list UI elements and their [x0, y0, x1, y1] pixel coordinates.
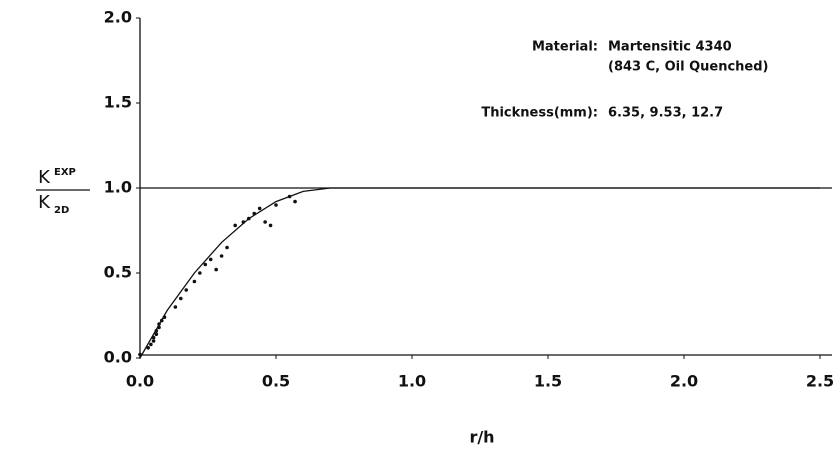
- data-point: [162, 315, 167, 320]
- data-point: [287, 194, 292, 199]
- data-point: [192, 279, 197, 284]
- y-label-sup: EXP: [54, 167, 76, 178]
- annotation: Martensitic 4340: [608, 40, 732, 55]
- annotation: 6.35, 9.53, 12.7: [608, 106, 723, 121]
- data-point: [274, 203, 278, 207]
- data-point: [263, 220, 267, 224]
- data-point: [198, 271, 202, 275]
- x-tick-label: 0.5: [262, 372, 290, 391]
- x-tick-label: 1.0: [398, 372, 426, 391]
- data-point: [208, 257, 213, 262]
- data-point: [159, 318, 164, 323]
- data-point: [241, 220, 246, 224]
- y-label-numerator: K: [38, 167, 51, 188]
- y-tick-label: 1.0: [104, 178, 132, 197]
- data-point: [214, 267, 218, 272]
- x-tick-label: 2.5: [806, 372, 834, 391]
- data-point: [138, 352, 142, 357]
- annotation: Thickness(mm):: [481, 106, 598, 121]
- data-point: [184, 288, 189, 292]
- x-axis-label: r/h: [469, 428, 494, 447]
- data-point: [151, 339, 156, 343]
- x-tick-label: 0.0: [126, 372, 154, 391]
- data-point: [154, 329, 159, 333]
- x-tick-label: 1.5: [534, 372, 562, 391]
- data-point: [268, 223, 273, 228]
- data-point: [233, 223, 237, 228]
- data-point: [151, 335, 156, 340]
- data-point: [157, 322, 161, 326]
- fit-curve: [139, 187, 820, 359]
- y-tick-label: 0.5: [104, 263, 132, 282]
- data-point: [293, 199, 297, 204]
- y-label-sub: 2D: [54, 205, 69, 216]
- y-axis-label: K EXP K 2D: [36, 167, 90, 216]
- data-point: [219, 254, 224, 258]
- data-point: [247, 216, 251, 221]
- annotation: (843 C, Oil Quenched): [608, 60, 769, 75]
- data-point: [257, 206, 262, 211]
- y-label-denominator: K: [38, 192, 51, 213]
- y-tick-label: 0.0: [104, 348, 132, 367]
- annotation: Material:: [532, 40, 598, 55]
- data-point: [252, 211, 257, 216]
- data-point: [225, 245, 229, 250]
- y-tick-label: 1.5: [104, 93, 132, 112]
- data-point: [179, 296, 183, 301]
- data-point: [154, 332, 159, 337]
- x-tick-label: 2.0: [670, 372, 698, 391]
- data-point: [203, 262, 208, 267]
- data-point: [146, 346, 150, 350]
- data-point: [157, 325, 161, 330]
- data-point: [149, 342, 153, 347]
- data-point: [173, 305, 178, 309]
- y-tick-label: 2.0: [104, 8, 132, 27]
